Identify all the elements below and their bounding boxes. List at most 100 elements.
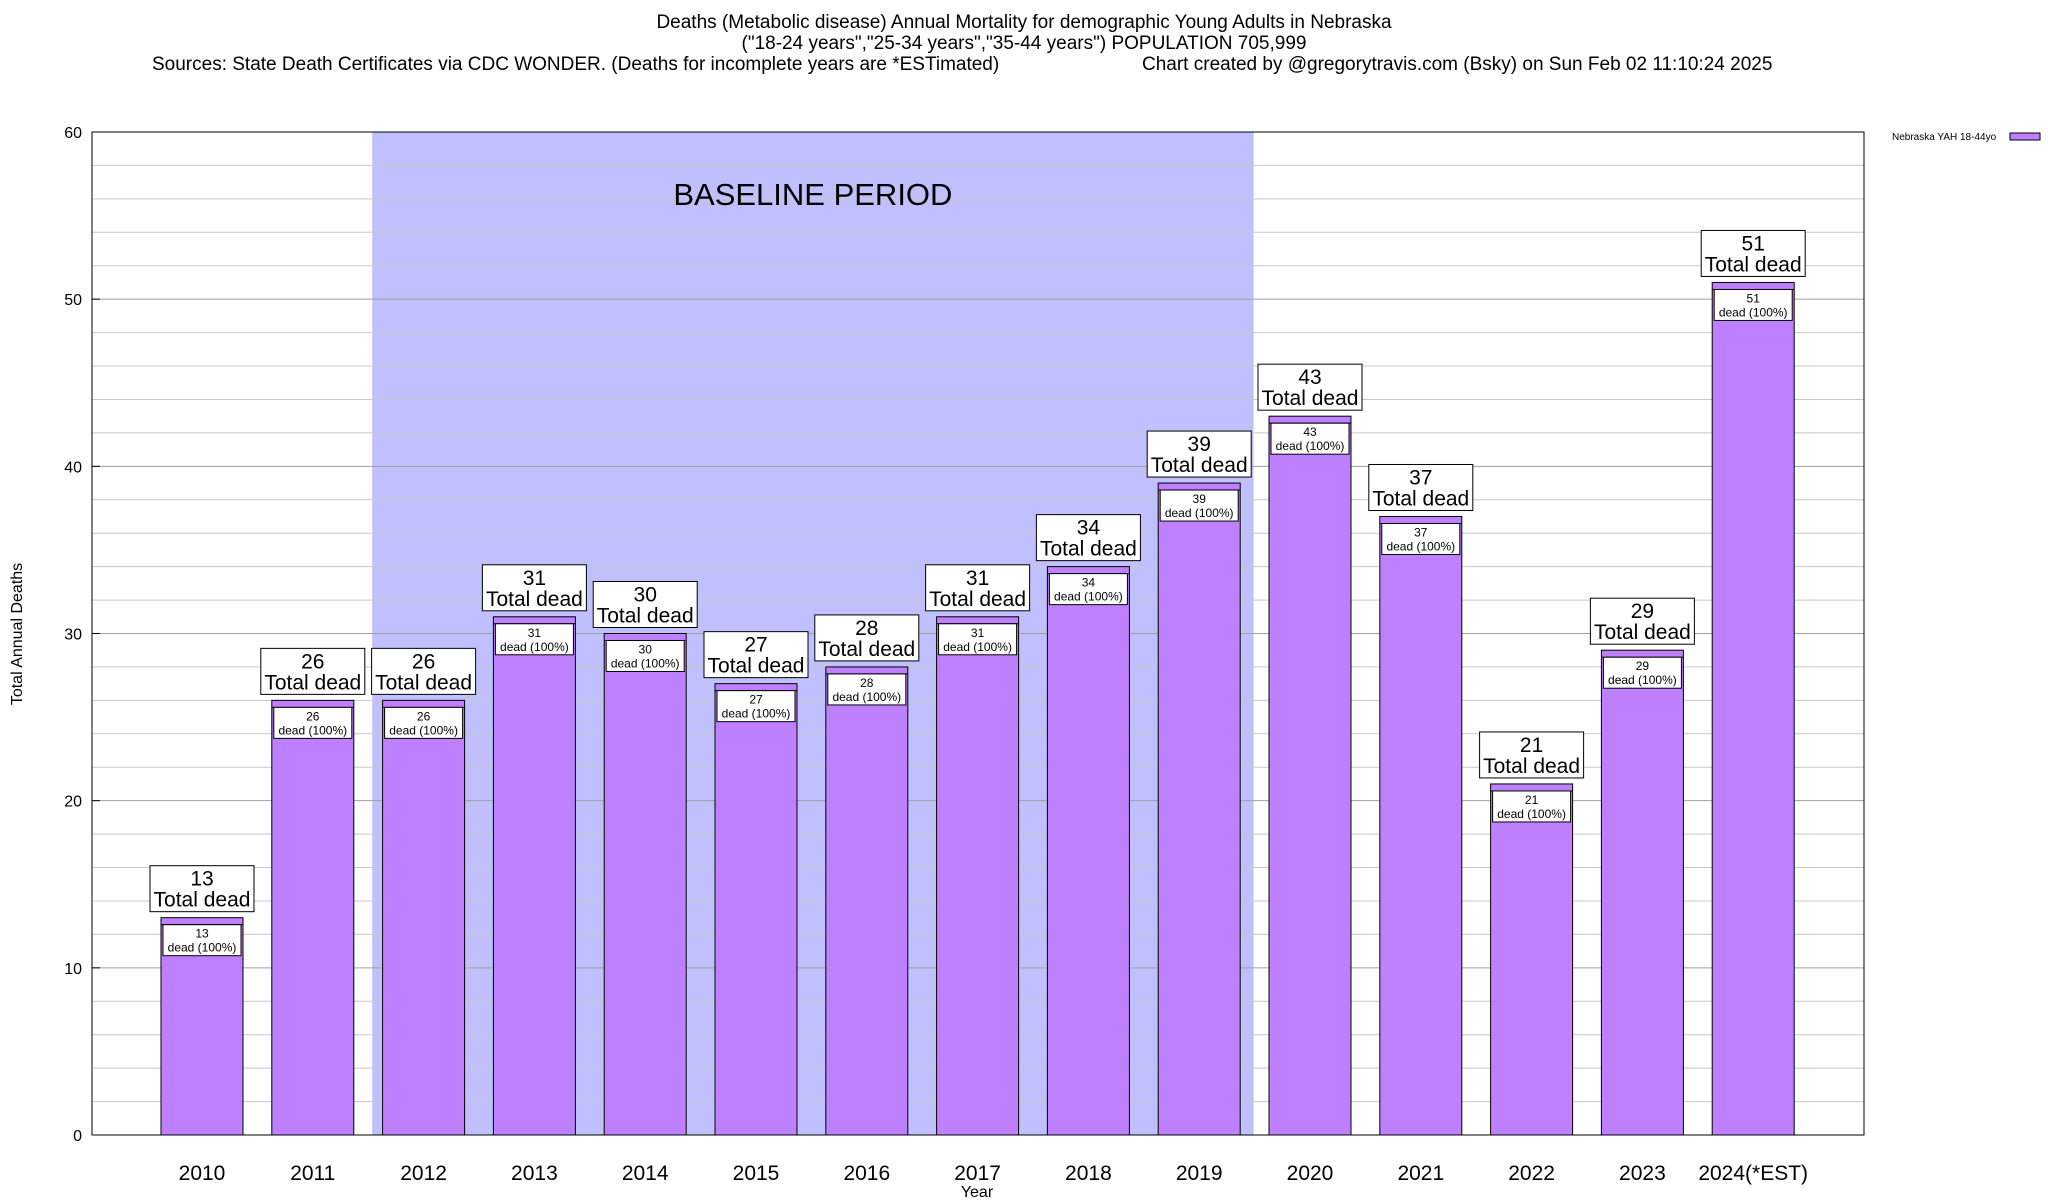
x-tick-label: 2023 bbox=[1619, 1162, 1666, 1185]
baseline-period-label: BASELINE PERIOD bbox=[673, 177, 952, 212]
bar bbox=[1268, 415, 1352, 1136]
inner-label-text: dead (100%) bbox=[278, 723, 347, 737]
top-label-box bbox=[149, 865, 255, 913]
top-label-text: Total dead bbox=[1483, 755, 1580, 778]
top-label-box bbox=[814, 614, 920, 662]
inner-label-value: 31 bbox=[971, 626, 985, 640]
inner-label-box bbox=[1713, 288, 1793, 321]
inner-label-box bbox=[827, 673, 907, 706]
inner-label-text: dead (100%) bbox=[1054, 590, 1123, 604]
x-tick-label: 2011 bbox=[290, 1162, 335, 1185]
inner-label-value: 37 bbox=[1414, 525, 1428, 539]
top-label-value: 27 bbox=[744, 634, 767, 657]
x-tick-label: 2013 bbox=[511, 1162, 558, 1185]
top-label-text: Total dead bbox=[154, 889, 251, 912]
inner-label-box bbox=[494, 623, 574, 656]
top-label-text: Total dead bbox=[486, 588, 583, 611]
inner-label-value: 29 bbox=[1636, 659, 1650, 673]
inner-label-box bbox=[273, 706, 353, 739]
x-axis-label: Year bbox=[961, 1184, 994, 1200]
inner-label-text: dead (100%) bbox=[943, 640, 1012, 654]
top-label-box bbox=[592, 581, 698, 628]
inner-label-text: dead (100%) bbox=[389, 723, 458, 737]
x-tick-label: 2014 bbox=[622, 1162, 669, 1185]
inner-label-box bbox=[716, 690, 796, 723]
inner-label-box bbox=[1381, 522, 1461, 555]
top-label-box bbox=[1368, 463, 1474, 511]
inner-label-text: dead (100%) bbox=[1165, 506, 1234, 520]
inner-label-box bbox=[384, 706, 464, 739]
top-label-text: Total dead bbox=[1372, 487, 1469, 510]
top-label-text: Total dead bbox=[1262, 387, 1359, 410]
top-label-box bbox=[481, 564, 587, 612]
top-label-value: 13 bbox=[190, 868, 213, 891]
inner-label-box bbox=[938, 623, 1018, 656]
top-label-box bbox=[371, 647, 477, 695]
inner-label-text: dead (100%) bbox=[832, 690, 901, 704]
bar bbox=[825, 666, 909, 1136]
x-tick-label: 2020 bbox=[1287, 1162, 1334, 1185]
x-tick-label: 2012 bbox=[400, 1162, 447, 1185]
inner-label-value: 26 bbox=[417, 709, 431, 723]
inner-label-box bbox=[1492, 790, 1572, 823]
top-label-text: Total dead bbox=[1594, 621, 1691, 644]
top-label-box bbox=[260, 647, 366, 695]
top-label-value: 21 bbox=[1520, 734, 1543, 757]
x-tick-label: 2018 bbox=[1065, 1162, 1112, 1185]
chart-subtitle: ("18-24 years","25-34 years","35-44 year… bbox=[741, 33, 1307, 54]
legend-label: Nebraska YAH 18-44yo bbox=[1892, 132, 1997, 143]
top-label-box bbox=[925, 564, 1031, 612]
bar bbox=[1157, 482, 1241, 1136]
inner-label-text: dead (100%) bbox=[1497, 807, 1566, 821]
top-label-value: 26 bbox=[301, 650, 324, 673]
top-label-text: Total dead bbox=[1151, 454, 1248, 477]
bar bbox=[1379, 515, 1463, 1136]
top-label-text: Total dead bbox=[264, 671, 361, 694]
inner-label-text: dead (100%) bbox=[722, 707, 791, 721]
chart-credit: Chart created by @gregorytravis.com (Bsk… bbox=[1142, 54, 1773, 75]
x-tick-label: 2024(*EST) bbox=[1698, 1162, 1808, 1185]
inner-label-box bbox=[1270, 422, 1350, 455]
chart-title: Deaths (Metabolic disease) Annual Mortal… bbox=[656, 12, 1392, 33]
inner-label-text: dead (100%) bbox=[1608, 673, 1677, 687]
x-tick-label: 2019 bbox=[1176, 1162, 1223, 1185]
top-label-value: 39 bbox=[1188, 433, 1211, 456]
inner-label-box bbox=[1048, 573, 1128, 606]
top-label-text: Total dead bbox=[929, 588, 1026, 611]
top-label-text: Total dead bbox=[708, 655, 805, 678]
x-tick-label: 2022 bbox=[1508, 1162, 1555, 1185]
top-label-value: 51 bbox=[1742, 232, 1765, 255]
top-label-value: 43 bbox=[1298, 366, 1321, 389]
inner-label-text: dead (100%) bbox=[500, 640, 569, 654]
bar bbox=[1711, 281, 1795, 1136]
top-label-text: Total dead bbox=[818, 638, 915, 661]
bar bbox=[271, 699, 355, 1136]
y-tick-label: 0 bbox=[73, 1128, 82, 1145]
bar bbox=[1490, 783, 1574, 1136]
bar bbox=[1046, 566, 1130, 1136]
bar bbox=[382, 699, 466, 1136]
inner-label-value: 43 bbox=[1303, 425, 1317, 439]
bar bbox=[1600, 649, 1684, 1136]
inner-label-box bbox=[605, 640, 685, 672]
inner-label-value: 13 bbox=[195, 927, 209, 941]
top-label-value: 26 bbox=[412, 650, 435, 673]
inner-label-text: dead (100%) bbox=[1719, 305, 1788, 319]
top-label-box bbox=[1479, 731, 1585, 779]
x-tick-label: 2017 bbox=[954, 1162, 1001, 1185]
x-tick-label: 2021 bbox=[1397, 1162, 1444, 1185]
inner-label-text: dead (100%) bbox=[1386, 539, 1455, 553]
top-label-value: 30 bbox=[634, 584, 657, 607]
top-label-text: Total dead bbox=[375, 671, 472, 694]
top-label-value: 37 bbox=[1409, 466, 1432, 489]
inner-label-text: dead (100%) bbox=[168, 941, 237, 955]
inner-label-text: dead (100%) bbox=[1276, 439, 1345, 453]
y-tick-label: 40 bbox=[64, 459, 82, 476]
y-tick-label: 10 bbox=[64, 961, 82, 978]
top-label-value: 28 bbox=[855, 617, 878, 640]
y-axis-label: Total Annual Deaths bbox=[9, 563, 26, 705]
chart-sources: Sources: State Death Certificates via CD… bbox=[152, 54, 1000, 75]
inner-label-value: 39 bbox=[1193, 492, 1207, 506]
bar bbox=[936, 616, 1020, 1136]
